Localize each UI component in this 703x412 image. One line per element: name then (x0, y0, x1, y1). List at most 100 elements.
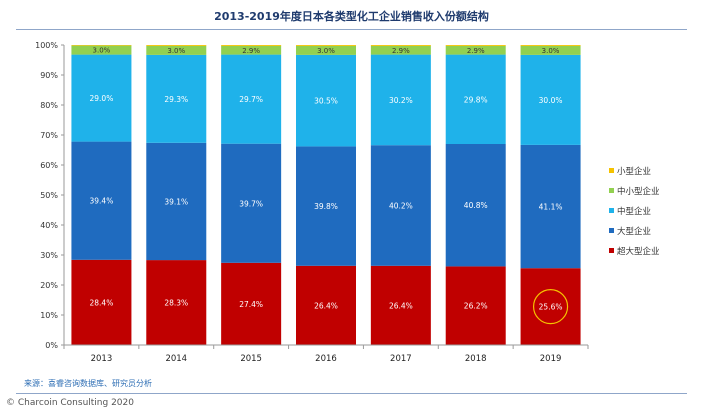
data-label: 3.0% (317, 47, 335, 55)
y-tick-label: 90% (40, 71, 58, 80)
y-tick-label: 70% (40, 131, 58, 140)
x-tick-label: 2016 (315, 354, 337, 364)
data-label: 39.1% (164, 197, 188, 206)
y-tick-label: 0% (45, 341, 58, 350)
bar-segment (445, 45, 506, 55)
bar-segment (370, 54, 431, 146)
bar-segment (296, 45, 356, 46)
bar-segment (520, 54, 581, 145)
data-label: 41.1% (539, 203, 563, 212)
y-tick-label: 30% (40, 251, 58, 260)
bar-segment (296, 265, 356, 345)
x-axis: 2013 2014 2015 2016 2017 2018 2019 (63, 344, 589, 364)
x-tick-label: 2017 (390, 354, 412, 364)
bar-segment (221, 45, 282, 55)
bar-segment (445, 144, 506, 267)
bar-segment (71, 141, 132, 260)
bar-segment (445, 266, 506, 345)
chart-title: 2013-2019年度日本各类型化工企业销售收入份额结构 (214, 10, 489, 23)
legend-swatch (609, 228, 614, 233)
y-tick-label: 60% (40, 161, 58, 170)
bar-segment (146, 260, 207, 345)
bar-segment (221, 262, 282, 345)
legend-label: 中小型企业 (617, 186, 660, 197)
data-label: 3.0% (542, 47, 560, 55)
source-note: 来源：喜睿咨询数据库、研究员分析 (24, 379, 152, 388)
y-tick-label: 100% (35, 41, 58, 50)
legend-label: 大型企业 (617, 226, 651, 237)
bar-segment (221, 45, 282, 46)
bar-segment (221, 143, 282, 263)
data-label: 29.7% (239, 95, 263, 104)
x-tick-label: 2013 (91, 354, 113, 364)
data-label: 2.9% (467, 47, 485, 55)
title-divider (16, 29, 687, 30)
bars: 28.4% 39.4% 29.0% 3.0% 28.3% 39.1% 29.3% 3.0% 27… (71, 45, 581, 345)
data-label: 3.0% (167, 47, 185, 55)
bar-segment (71, 45, 132, 55)
bar-segment (296, 146, 356, 266)
legend-swatch (609, 208, 614, 213)
bar-segment (146, 142, 207, 261)
data-label: 39.8% (314, 202, 338, 211)
bar-segment (146, 45, 207, 55)
bar-segment (71, 54, 132, 142)
data-label: 40.8% (464, 201, 488, 210)
data-label: 3.0% (93, 47, 111, 55)
legend-swatch (609, 188, 614, 193)
bar-segment (370, 265, 431, 345)
bar-segment (221, 54, 282, 144)
bar-segment (71, 45, 132, 46)
bar-segment (296, 45, 356, 55)
bar-segment (520, 45, 581, 46)
legend-label: 小型企业 (617, 166, 651, 177)
copyright-text: © Charcoin Consulting 2020 (6, 398, 134, 408)
data-label: 30.5% (314, 97, 338, 106)
footer-divider (16, 393, 687, 394)
bar-segment (520, 45, 581, 55)
y-tick-label: 10% (40, 311, 58, 320)
legend-label: 中型企业 (617, 206, 651, 217)
bar-segment (445, 45, 506, 46)
bar-segment (71, 259, 132, 345)
x-tick-label: 2015 (240, 354, 262, 364)
bar-segment (520, 268, 581, 345)
data-label: 26.4% (314, 301, 338, 310)
data-label: 39.4% (90, 197, 114, 206)
data-label: 29.8% (464, 95, 488, 104)
bar-segment (370, 145, 431, 266)
data-label: 25.6% (539, 303, 563, 312)
data-label: 2.9% (242, 47, 260, 55)
x-tick-label: 2018 (465, 354, 487, 364)
bar-segment (520, 144, 581, 269)
data-label: 2.9% (392, 47, 410, 55)
data-label: 29.3% (164, 95, 188, 104)
y-tick-label: 80% (40, 101, 58, 110)
data-label: 30.0% (539, 96, 563, 105)
legend-label: 超大型企业 (617, 246, 660, 257)
data-label: 28.3% (164, 299, 188, 308)
data-label: 28.4% (90, 298, 114, 307)
y-tick-label: 20% (40, 281, 58, 290)
legend-swatch (609, 248, 614, 253)
data-label: 26.2% (464, 302, 488, 311)
y-tick-label: 50% (40, 191, 58, 200)
y-tick-label: 40% (40, 221, 58, 230)
bar-segment (146, 54, 207, 143)
x-tick-label: 2019 (540, 354, 562, 364)
bar-segment (370, 45, 431, 55)
bar-segment (296, 54, 356, 147)
data-label: 27.4% (239, 300, 263, 309)
data-label: 29.0% (90, 94, 114, 103)
y-axis: 0% 10% 20% 30% 40% 50% 60% 70% 80% 90% 100% (35, 41, 65, 350)
data-label: 39.7% (239, 199, 263, 208)
legend-swatch (609, 168, 614, 173)
data-label: 30.2% (389, 96, 413, 105)
bar-segment (146, 45, 207, 46)
data-label: 26.4% (389, 301, 413, 310)
highlight-circle (532, 289, 569, 325)
data-label: 40.2% (389, 202, 413, 211)
x-tick-label: 2014 (165, 354, 187, 364)
